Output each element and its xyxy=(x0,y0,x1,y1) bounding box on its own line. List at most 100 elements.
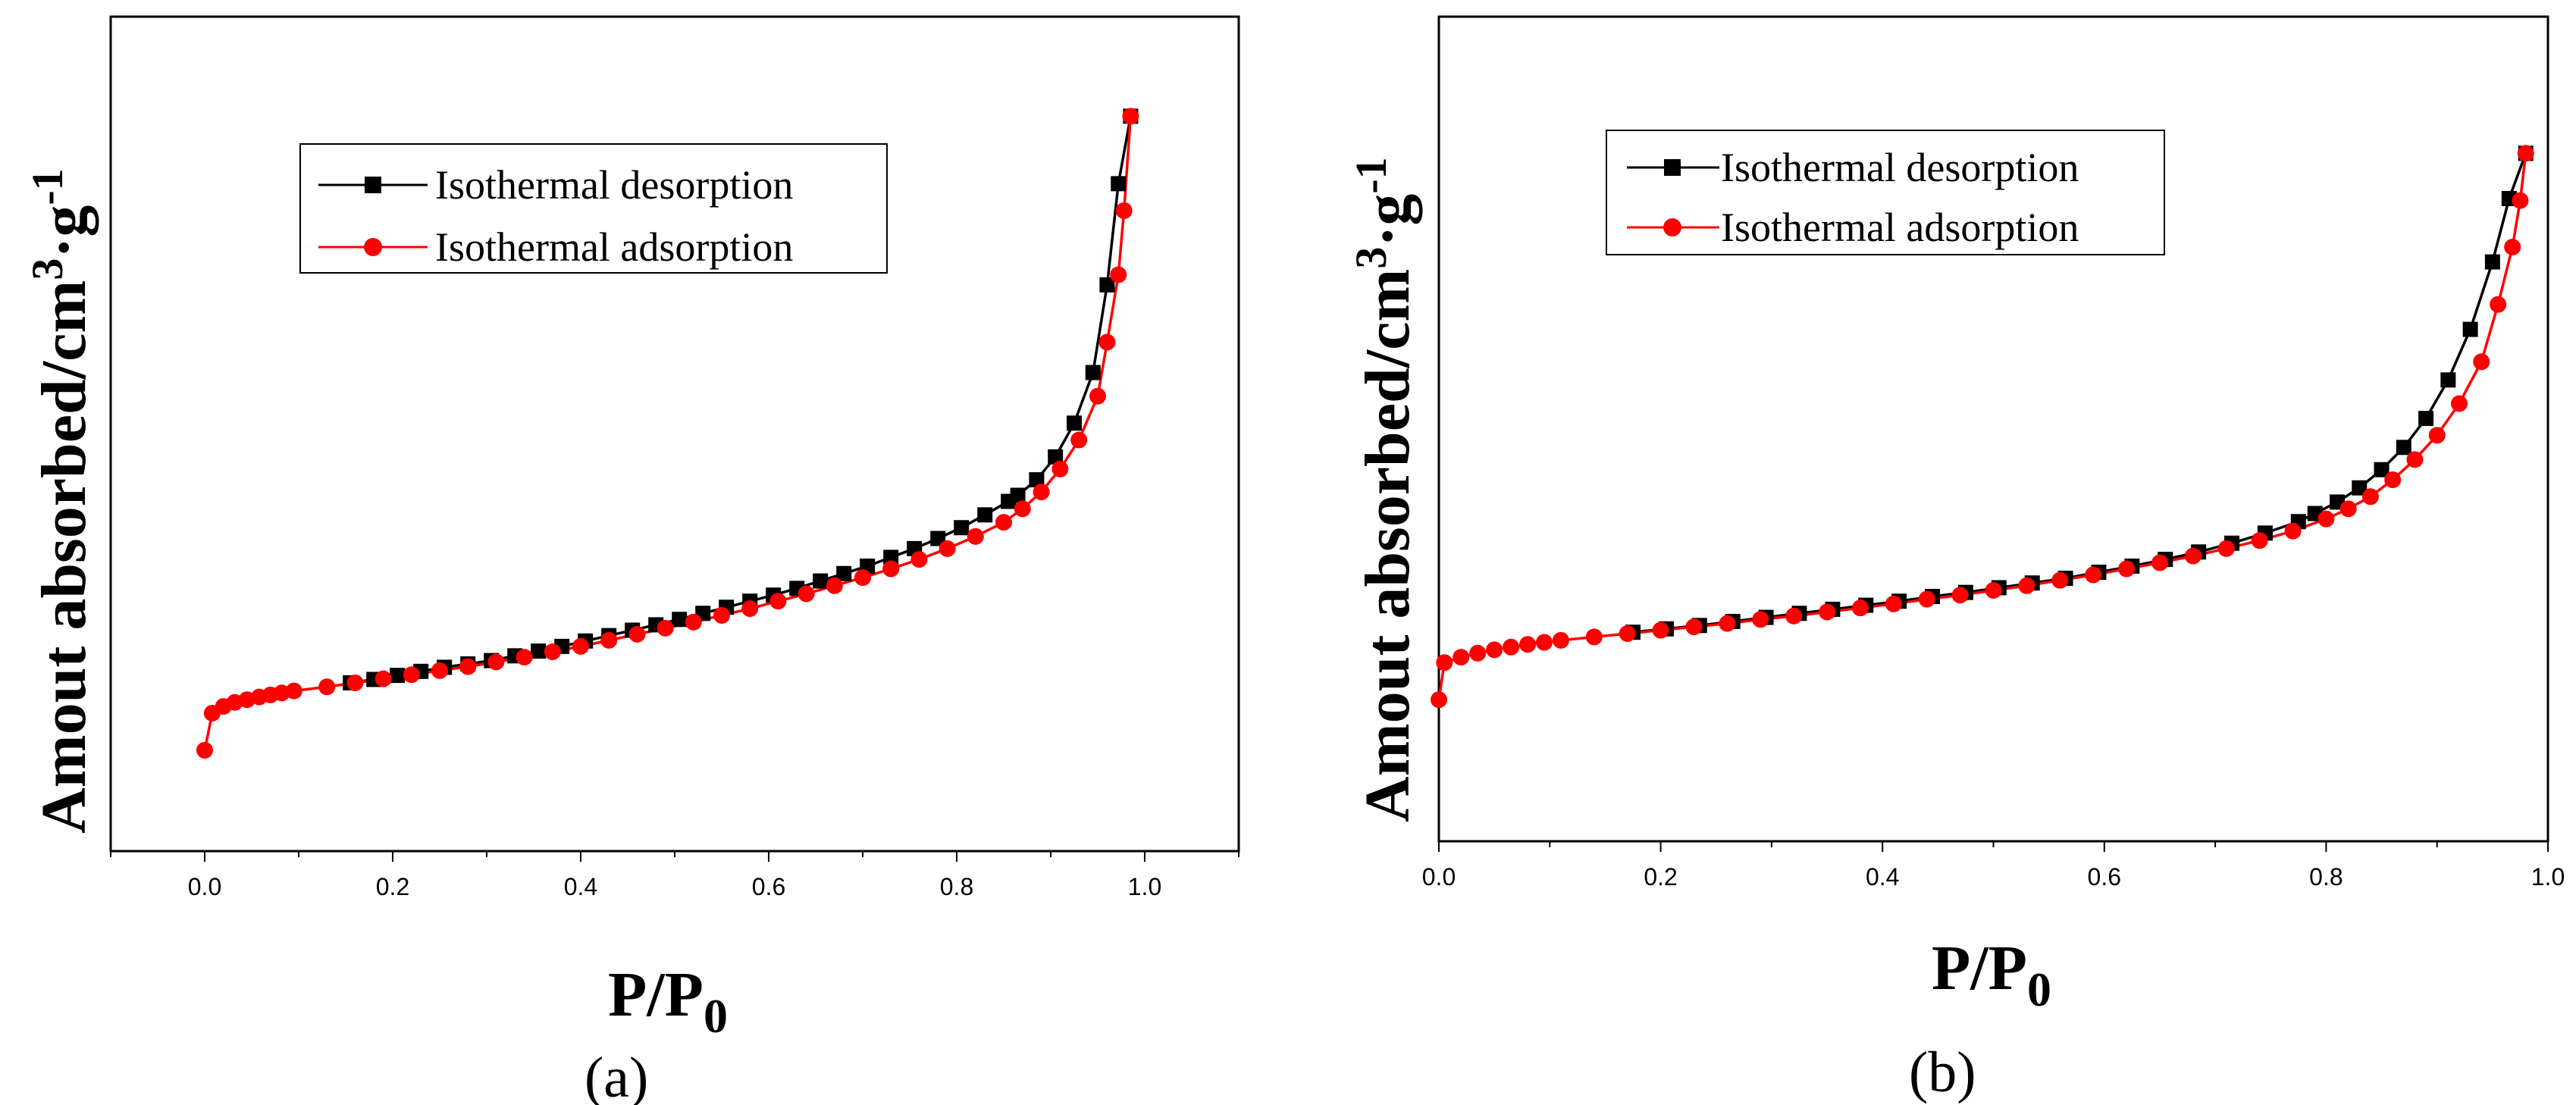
data-point-adsorption xyxy=(487,653,505,671)
x-tick-label: 0.2 xyxy=(376,873,409,900)
data-point-desorption xyxy=(2396,440,2411,455)
data-point-desorption xyxy=(977,507,993,523)
x-tick-label: 0.0 xyxy=(188,873,221,900)
data-point-adsorption xyxy=(2428,427,2446,444)
data-point-adsorption xyxy=(910,551,928,568)
y-axis-title-sup2: -1 xyxy=(1346,157,1396,193)
data-point-adsorption xyxy=(2384,471,2402,489)
legend-box xyxy=(1606,130,2165,255)
data-point-adsorption xyxy=(516,649,533,666)
data-point-desorption xyxy=(1111,176,1127,192)
data-point-adsorption xyxy=(196,741,213,759)
data-point-adsorption xyxy=(1089,387,1106,405)
data-point-adsorption xyxy=(1115,202,1133,219)
data-point-desorption xyxy=(1048,449,1064,465)
x-axis-tick-labels: 0.0 0.2 0.4 0.6 0.8 1.0 xyxy=(1422,863,2565,891)
data-point-desorption xyxy=(2374,462,2390,477)
data-point-adsorption xyxy=(2361,488,2379,506)
data-point-adsorption xyxy=(2184,547,2202,565)
data-point-adsorption xyxy=(1051,460,1069,477)
legend: Isothermal desorption Isothermal adsorpt… xyxy=(299,143,888,274)
x-axis-title-main: P/P xyxy=(608,959,704,1030)
data-point-desorption xyxy=(390,668,406,684)
data-point-desorption xyxy=(1029,472,1045,488)
data-point-adsorption xyxy=(2251,532,2268,549)
chart-panel-b: 0.0 0.2 0.4 0.6 0.8 1.0 Isothermal desorption… xyxy=(1346,15,2565,1104)
data-point-adsorption xyxy=(1014,500,1031,518)
legend: Isothermal desorption Isothermal adsorpt… xyxy=(1606,130,2165,255)
panel-label-b: (b) xyxy=(1909,1041,1976,1104)
data-point-desorption xyxy=(813,573,829,589)
data-point-adsorption xyxy=(995,514,1012,531)
data-point-adsorption xyxy=(346,674,364,691)
data-point-adsorption xyxy=(2151,554,2168,571)
data-point-adsorption xyxy=(628,625,646,643)
data-point-adsorption xyxy=(1851,599,1869,617)
data-point-desorption xyxy=(2352,480,2368,496)
y-axis-title-sup1: 3 xyxy=(1346,247,1396,269)
data-point-desorption xyxy=(2418,411,2434,427)
series-markers xyxy=(1431,145,2534,709)
legend-label-adsorption: Isothermal adsorption xyxy=(435,224,793,270)
data-point-desorption xyxy=(672,612,688,628)
data-point-desorption xyxy=(1010,487,1026,503)
data-point-adsorption xyxy=(318,678,336,696)
x-axis-tick-labels: 0.0 0.2 0.4 0.6 0.8 1.0 xyxy=(188,873,1161,900)
y-axis-title-mid: ·g xyxy=(1352,194,1423,247)
data-point-adsorption xyxy=(967,527,984,545)
data-point-adsorption xyxy=(1619,624,1636,642)
data-point-adsorption xyxy=(2018,577,2035,594)
data-point-desorption xyxy=(836,565,852,581)
data-point-adsorption xyxy=(2085,566,2102,584)
data-point-desorption xyxy=(954,520,970,536)
data-point-adsorption xyxy=(2450,395,2468,412)
data-point-adsorption xyxy=(600,631,618,649)
data-point-adsorption xyxy=(1535,634,1553,651)
data-point-adsorption xyxy=(1519,636,1537,653)
y-axis-title-main: Amout absorbed/cm xyxy=(1352,269,1423,822)
data-point-desorption xyxy=(2440,372,2456,388)
data-point-desorption xyxy=(1099,277,1115,293)
data-point-adsorption xyxy=(1070,431,1088,449)
x-axis-ticks xyxy=(1438,841,2549,852)
data-point-adsorption xyxy=(1785,607,1803,624)
data-point-adsorption xyxy=(657,619,674,637)
data-point-adsorption xyxy=(2406,451,2424,468)
data-point-adsorption xyxy=(2339,500,2357,518)
panel-label-a: (a) xyxy=(584,1046,648,1105)
x-tick-label: 0.4 xyxy=(564,873,597,900)
data-point-adsorption xyxy=(459,658,477,675)
data-point-desorption xyxy=(1067,415,1082,431)
data-point-adsorption xyxy=(1431,691,1447,709)
x-axis-title: P/P0 xyxy=(1932,933,2051,1016)
data-point-adsorption xyxy=(2504,239,2521,256)
data-point-adsorption xyxy=(798,585,815,603)
data-point-adsorption xyxy=(1503,638,1520,656)
data-point-adsorption xyxy=(2512,192,2529,209)
data-point-adsorption xyxy=(713,606,730,624)
data-point-adsorption xyxy=(939,540,956,557)
data-point-adsorption xyxy=(1685,618,1703,636)
x-axis-title-sub: 0 xyxy=(704,989,728,1043)
x-tick-label: 1.0 xyxy=(1128,873,1161,900)
data-point-adsorption xyxy=(285,682,302,700)
data-point-adsorption xyxy=(2473,353,2490,371)
y-axis-title: Amout absorbed/cm3·g-1 xyxy=(1346,157,1423,822)
data-point-adsorption xyxy=(2217,540,2235,557)
x-tick-label: 0.6 xyxy=(752,873,785,900)
data-point-adsorption xyxy=(1719,615,1736,632)
legend-marker-adsorption xyxy=(364,238,382,256)
data-point-adsorption xyxy=(2284,522,2302,540)
data-point-adsorption xyxy=(826,577,843,594)
data-point-adsorption xyxy=(1453,649,1470,666)
x-tick-label: 0.8 xyxy=(940,873,973,900)
x-axis-title-sub: 0 xyxy=(2027,963,2051,1016)
data-point-adsorption xyxy=(2118,560,2136,578)
x-tick-label: 0.8 xyxy=(2309,863,2343,891)
x-tick-label: 1.0 xyxy=(2531,863,2565,891)
y-axis-title-main: Amout absorbed/cm xyxy=(29,280,99,834)
data-point-desorption xyxy=(531,643,547,659)
x-tick-label: 0.2 xyxy=(1644,863,1677,891)
x-tick-label: 0.0 xyxy=(1422,863,1456,891)
data-point-adsorption xyxy=(431,662,448,679)
